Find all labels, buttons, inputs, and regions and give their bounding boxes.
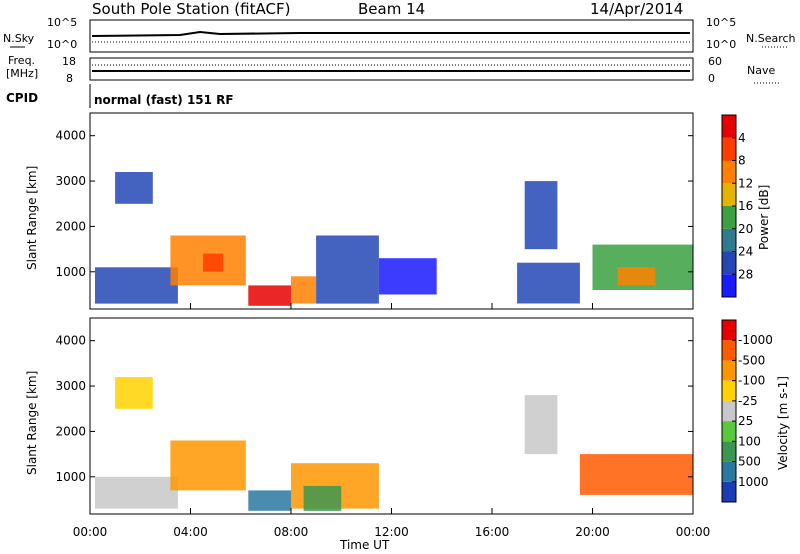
- power-scatter-region-6: [378, 258, 437, 295]
- velocity-ytick-label-0: 1000: [55, 470, 86, 484]
- power-colorbar-segment-4: [722, 183, 736, 207]
- velocity-colorbar-frame: [721, 319, 737, 503]
- xtick-label-3: 12:00: [374, 525, 409, 539]
- power-colorbar-segment-5: [722, 160, 736, 184]
- power-colorbar-tick-label-0: 4: [738, 131, 746, 145]
- velocity-colorbar-label: Velocity [m s-1]: [776, 376, 790, 470]
- nave-tick-low: 0: [708, 72, 715, 85]
- power-scatter-region-2: [203, 253, 224, 272]
- power-scatter-region-10: [617, 267, 656, 286]
- power-colorbar-tick-label-6: 28: [738, 267, 753, 281]
- velocity-colorbar-segment-0: [722, 481, 736, 502]
- velocity-y-axis: 1000 2000 3000 4000: [55, 334, 693, 484]
- nsky-tick-high: 10^5: [47, 16, 77, 29]
- velocity-colorbar-tick-label-4: -25: [738, 394, 758, 408]
- power-colorbar-label: Power [dB]: [757, 185, 771, 250]
- velocity-colorbar-segment-8: [722, 320, 736, 341]
- station-title: South Pole Station (fitACF): [92, 0, 290, 18]
- power-scatter-region-7: [524, 181, 558, 250]
- freq-tick-low: 8: [66, 72, 73, 85]
- velocity-colorbar-segment-2: [722, 441, 736, 462]
- beam-title: Beam 14: [358, 0, 425, 18]
- nave-tick-high: 60: [708, 55, 722, 68]
- velocity-heatmap: [95, 377, 693, 511]
- nsky-label: N.Sky: [3, 32, 35, 45]
- power-colorbar-segment-7: [722, 115, 736, 138]
- power-heatmap: [95, 172, 693, 306]
- power-y-axis: 1000 2000 3000 4000: [55, 129, 693, 279]
- velocity-scatter-region-4: [303, 485, 342, 511]
- nsky-panel: [89, 19, 694, 53]
- nave-label: Nave: [747, 64, 775, 77]
- power-colorbar-segment-0: [722, 274, 736, 298]
- nsky-trace: [91, 30, 690, 37]
- cpid-text: normal (fast) 151 RF: [94, 93, 234, 107]
- velocity-ylabel: Slant Range [km]: [25, 371, 39, 475]
- nsearch-label: N.Search: [746, 32, 796, 45]
- power-ytick-label-0: 1000: [55, 265, 86, 279]
- xtick-label-6: 00:00: [676, 525, 711, 539]
- velocity-colorbar-tick-label-1: 500: [738, 455, 761, 469]
- xtick-label-4: 16:00: [475, 525, 510, 539]
- date-title: 14/Apr/2014: [590, 0, 683, 18]
- power-colorbar-segment-1: [722, 251, 736, 275]
- velocity-colorbar-segment-7: [722, 340, 736, 361]
- velocity-colorbar-segment-4: [722, 400, 736, 422]
- power-colorbar-tick-label-1: 8: [738, 154, 746, 168]
- velocity-colorbar-tick-label-2: 100: [738, 434, 761, 448]
- velocity-colorbar-segment-6: [722, 360, 736, 381]
- power-scatter-region-0: [95, 267, 178, 304]
- velocity-colorbar-tick-label-7: -1000: [738, 333, 773, 347]
- velocity-colorbar: 1000 500 100 25 -25 -100 -500 -1000: [721, 319, 773, 503]
- velocity-colorbar-tick-label-5: -100: [738, 374, 765, 388]
- xtick-label-5: 20:00: [575, 525, 610, 539]
- xtick-label-0: 00:00: [73, 525, 108, 539]
- power-scatter-region-5: [316, 235, 379, 304]
- velocity-scatter-region-2: [248, 490, 291, 511]
- freq-tick-high: 18: [62, 55, 76, 68]
- time-x-axis: 00:00 04:00 08:00 12:00 16:00 20:00 00:00: [73, 303, 711, 539]
- power-colorbar: 4 8 12 16 20 24 28: [721, 114, 753, 298]
- xtick-label-1: 04:00: [173, 525, 208, 539]
- nsearch-tick-low: 10^0: [706, 38, 736, 51]
- power-colorbar-segment-6: [722, 137, 736, 161]
- velocity-colorbar-segment-5: [722, 380, 736, 401]
- nsearch-tick-high: 10^5: [706, 16, 736, 29]
- velocity-colorbar-segment-1: [722, 461, 736, 482]
- power-scatter-region-8: [517, 262, 580, 304]
- power-colorbar-segment-2: [722, 228, 736, 252]
- power-ylabel: Slant Range [km]: [25, 166, 39, 270]
- xlabel: Time UT: [339, 538, 390, 552]
- power-ytick-label-1: 2000: [55, 219, 86, 233]
- velocity-colorbar-tick-label-0: 1000: [738, 475, 769, 489]
- nsky-tick-low: 10^0: [47, 38, 77, 51]
- velocity-scatter-region-0: [95, 476, 178, 509]
- velocity-ytick-label-3: 4000: [55, 334, 86, 348]
- velocity-colorbar-tick-label-6: -500: [738, 353, 765, 367]
- freq-unit-label: [MHz]: [6, 67, 38, 80]
- velocity-scatter-region-6: [579, 454, 693, 495]
- velocity-ytick-label-2: 3000: [55, 379, 86, 393]
- power-ytick-label-3: 4000: [55, 129, 86, 143]
- cpid-label: CPID: [6, 91, 38, 105]
- power-scatter-region-3: [248, 285, 291, 306]
- power-scatter-region-4: [291, 276, 317, 304]
- power-colorbar-tick-label-3: 16: [738, 199, 753, 213]
- power-colorbar-tick-label-4: 20: [738, 222, 753, 236]
- velocity-colorbar-tick-label-3: 25: [738, 414, 753, 428]
- velocity-ytick-label-1: 2000: [55, 424, 86, 438]
- power-colorbar-segment-3: [722, 206, 736, 229]
- power-colorbar-tick-label-2: 12: [738, 176, 753, 190]
- velocity-scatter-region-5: [524, 395, 558, 455]
- xtick-label-2: 08:00: [274, 525, 309, 539]
- freq-label: Freq.: [8, 54, 35, 67]
- velocity-colorbar-segment-3: [722, 421, 736, 442]
- freq-panel: [89, 57, 694, 81]
- velocity-scatter-region-7: [115, 377, 153, 409]
- power-scatter-region-11: [115, 172, 153, 204]
- power-ytick-label-2: 3000: [55, 174, 86, 188]
- velocity-scatter-region-1: [170, 440, 246, 491]
- power-colorbar-tick-label-5: 24: [738, 245, 753, 259]
